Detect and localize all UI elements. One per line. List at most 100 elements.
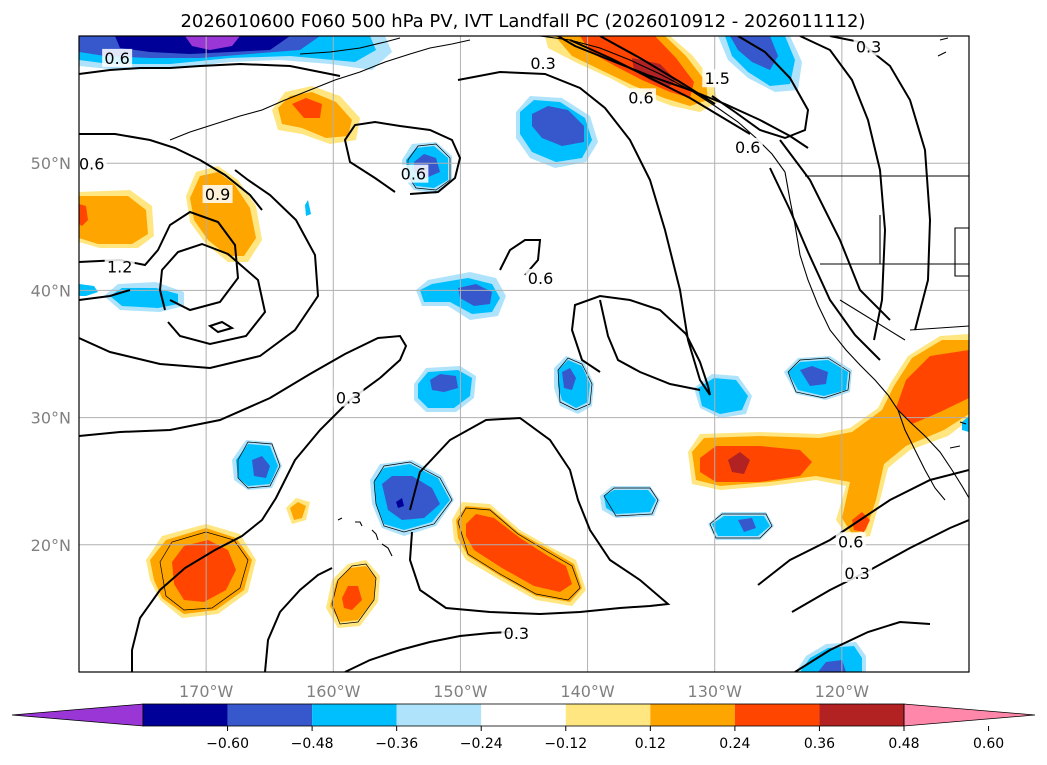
state-border [909,325,969,331]
outline [237,441,281,489]
neg-region-south-east [738,518,756,532]
contour-label-bg [732,137,763,156]
colorbar-segment [819,704,904,726]
neg-region-bottom [818,660,846,672]
contour-label: 1.5 [705,69,730,88]
neg-region-south-mid [604,490,656,514]
neg-region-offshore [800,366,828,386]
contour-label-bg [398,164,429,183]
pv-contour [343,120,462,195]
colorbar-tick-label: 0.48 [888,736,919,752]
colorbar-tick-label: 0.60 [973,736,1004,752]
lat-tick-label: 40°N [31,281,71,300]
colorbar-tick-label: −0.24 [460,736,503,752]
contour-label-bg [835,532,866,551]
neg-region-hawaii-north [430,374,458,392]
contour-label: 0.6 [735,138,760,157]
pv-contour [79,334,408,672]
outline [709,513,773,539]
pv-contour [711,36,810,140]
contour-label: 0.3 [856,37,881,56]
pv-contour [79,210,240,312]
pos-region-west [79,204,88,226]
contour-label-bg [333,388,364,407]
map-layers: 0.6 0.3 0.3 1.5 0.6 0.6 0.6 0.6 0.9 1.2 0.6 0.3 0.6 0… [79,36,969,672]
pv-contours [79,36,969,672]
longitude-tick-labels: 170°W 160°W 150°W 140°W 130°W 120°W [179,682,869,701]
baja-peninsula-coast [897,409,946,501]
state-border [954,227,969,277]
neg-region-sw [252,456,270,478]
colorbar-segment [227,704,313,726]
lat-tick-label: 20°N [31,536,71,555]
colorbar-segment [481,704,566,726]
map-frame [78,35,970,673]
colorbar-segment [650,704,735,726]
outline [331,563,377,625]
pv-contour [779,139,891,321]
lon-tick-label: 160°W [306,682,361,701]
pv-contour [207,320,235,334]
contour-label: 0.9 [205,185,230,204]
na-west-coast [784,171,969,499]
neg-region-hawaii [396,498,404,508]
contour-label-bg [102,48,133,67]
pos-region-south [342,586,362,610]
pos-region-ar [728,452,750,474]
contour-label-bg [501,623,532,642]
neg-region-sliver [305,200,311,216]
contour-label-bg [625,88,656,107]
pos-region-ar [700,446,812,482]
colorbar-segment [312,704,397,726]
pos-region-southwest [172,540,236,602]
neg-region-central [562,368,576,390]
pv-contour [79,289,131,301]
contour-label: 0.6 [401,165,426,184]
contour-label-bg [528,53,559,72]
contour-label-bg [202,185,233,203]
outline [159,531,249,611]
contour-label-bg [104,257,135,276]
colorbar-tick-label: 0.12 [635,736,666,752]
pos-region-west [79,196,148,244]
island-chain [337,517,393,557]
lon-tick-label: 130°W [688,682,743,701]
colorbar-tick-label: −0.60 [206,736,249,752]
lon-tick-label: 170°W [179,682,234,701]
lon-tick-label: 140°W [560,682,615,701]
contour-label: 0.6 [838,532,863,551]
neg-region-mid [458,284,492,306]
pos-region-ar [692,340,969,534]
colorbar-tick-labels: −0.60 −0.48 −0.36 −0.24 −0.12 0.12 0.24 0.36 0.4… [206,726,1004,752]
contour-label: 0.3 [844,564,869,583]
shading-outlines [159,143,851,625]
contour-label: 0.3 [530,54,555,73]
neg-region-nw [185,36,240,50]
lat-tick-label: 30°N [31,409,71,428]
colorbar-extend-max [903,703,1036,727]
pv-contour [791,519,969,613]
pv-contour [344,631,511,672]
pv-contour [79,169,320,370]
colorbar [11,703,1036,727]
pv-contour [599,299,701,391]
pv-contour [769,167,881,361]
pv-contour [408,416,671,616]
colorbar-segment [734,704,820,726]
pos-region-south-central [466,514,572,592]
contour-label-bg [702,69,733,88]
colorbar-segment [143,704,228,726]
colorbar-frame [142,703,905,727]
colorbar-segment [396,704,482,726]
outline [373,461,453,533]
pv-contour [79,133,263,211]
neg-region-bottom [800,646,862,672]
pv-contour [457,70,711,396]
colorbar-tick-label: −0.36 [375,736,418,752]
colorbar-extend-min [11,703,144,727]
colorbar-segment [565,704,651,726]
lat-tick-label: 50°N [31,154,71,173]
contour-labels: 0.6 0.3 0.3 1.5 0.6 0.6 0.6 0.6 0.9 1.2 0.6 0.3 0.6 0… [79,37,884,643]
colorbar-tick-label: −0.12 [544,736,587,752]
